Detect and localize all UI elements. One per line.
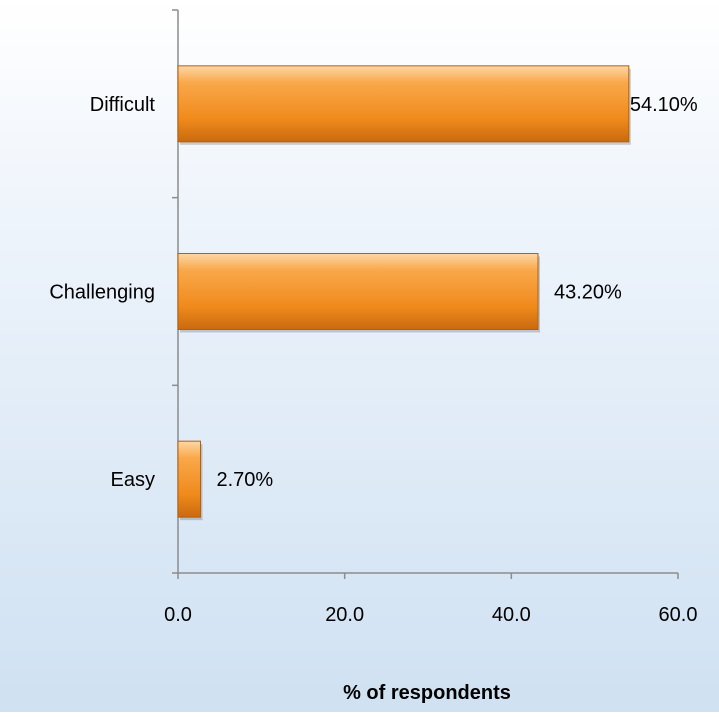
x-axis-title: % of respondents xyxy=(343,682,511,704)
x-tick-label: 40.0 xyxy=(492,604,531,626)
bar xyxy=(177,253,539,330)
category-label: Challenging xyxy=(49,282,155,304)
x-tick-label: 0.0 xyxy=(164,604,192,626)
category-label: Easy xyxy=(111,469,155,491)
x-tick-label: 20.0 xyxy=(325,604,364,626)
bar xyxy=(177,65,630,143)
data-label: 2.70% xyxy=(217,469,274,491)
data-label: 54.10% xyxy=(630,94,698,116)
bar xyxy=(177,440,201,518)
category-label: Difficult xyxy=(90,94,156,116)
x-tick-label: 60.0 xyxy=(659,604,698,626)
data-label: 43.20% xyxy=(554,282,622,304)
